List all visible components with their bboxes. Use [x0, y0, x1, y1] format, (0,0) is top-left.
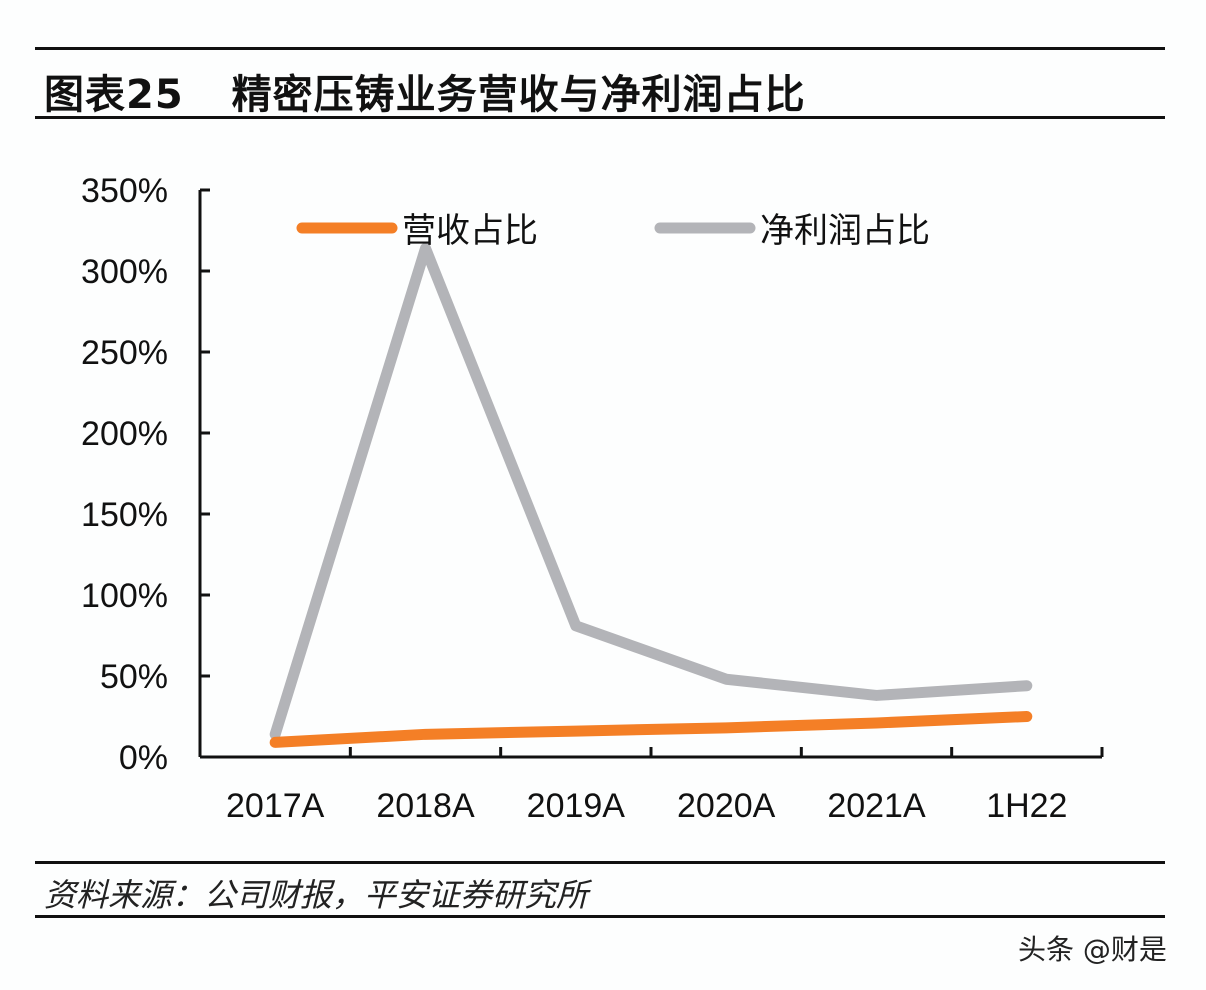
figure-title-text: 精密压铸业务营收与净利润占比 — [231, 72, 806, 118]
data-point — [725, 727, 727, 729]
y-tick-label: 50% — [100, 658, 168, 696]
y-tick-label: 350% — [81, 172, 168, 210]
data-point — [425, 247, 426, 249]
data-point — [575, 730, 577, 732]
data-point — [575, 625, 577, 627]
data-point — [425, 733, 426, 735]
data-point — [876, 722, 877, 724]
data-point — [876, 694, 877, 696]
figure-title: 图表25 精密压铸业务营收与净利润占比 — [44, 62, 806, 120]
x-tick-label: 2020A — [677, 787, 776, 825]
y-tick-label: 200% — [81, 415, 168, 453]
x-tick-label: 1H22 — [986, 787, 1067, 825]
source-bottom-rule — [35, 915, 1165, 918]
legend-label: 净利润占比 — [760, 211, 930, 251]
y-tick-label: 150% — [81, 496, 168, 534]
title-bottom-rule — [35, 116, 1165, 119]
legend-label: 营收占比 — [402, 211, 538, 251]
x-tick-label: 2018A — [376, 787, 475, 825]
source-note: 资料来源：公司财报，平安证券研究所 — [44, 876, 589, 914]
y-tick-label: 250% — [81, 334, 168, 372]
watermark: 头条 @财是 — [1018, 933, 1167, 966]
data-point — [1026, 716, 1028, 717]
data-point — [1026, 685, 1028, 687]
data-point — [274, 733, 276, 735]
source-top-rule — [35, 861, 1165, 864]
y-tick-label: 0% — [119, 739, 168, 777]
figure-number: 图表25 — [44, 72, 184, 118]
x-tick-label: 2017A — [226, 787, 325, 825]
data-point — [274, 741, 276, 743]
series-line-0 — [269, 711, 1033, 748]
series-line-1 — [269, 242, 1033, 740]
y-tick-label: 100% — [81, 577, 168, 615]
data-point — [725, 678, 727, 680]
x-tick-label: 2021A — [827, 787, 926, 825]
x-tick-label: 2019A — [527, 787, 626, 825]
y-tick-label: 300% — [81, 253, 168, 291]
top-rule — [35, 47, 1165, 50]
